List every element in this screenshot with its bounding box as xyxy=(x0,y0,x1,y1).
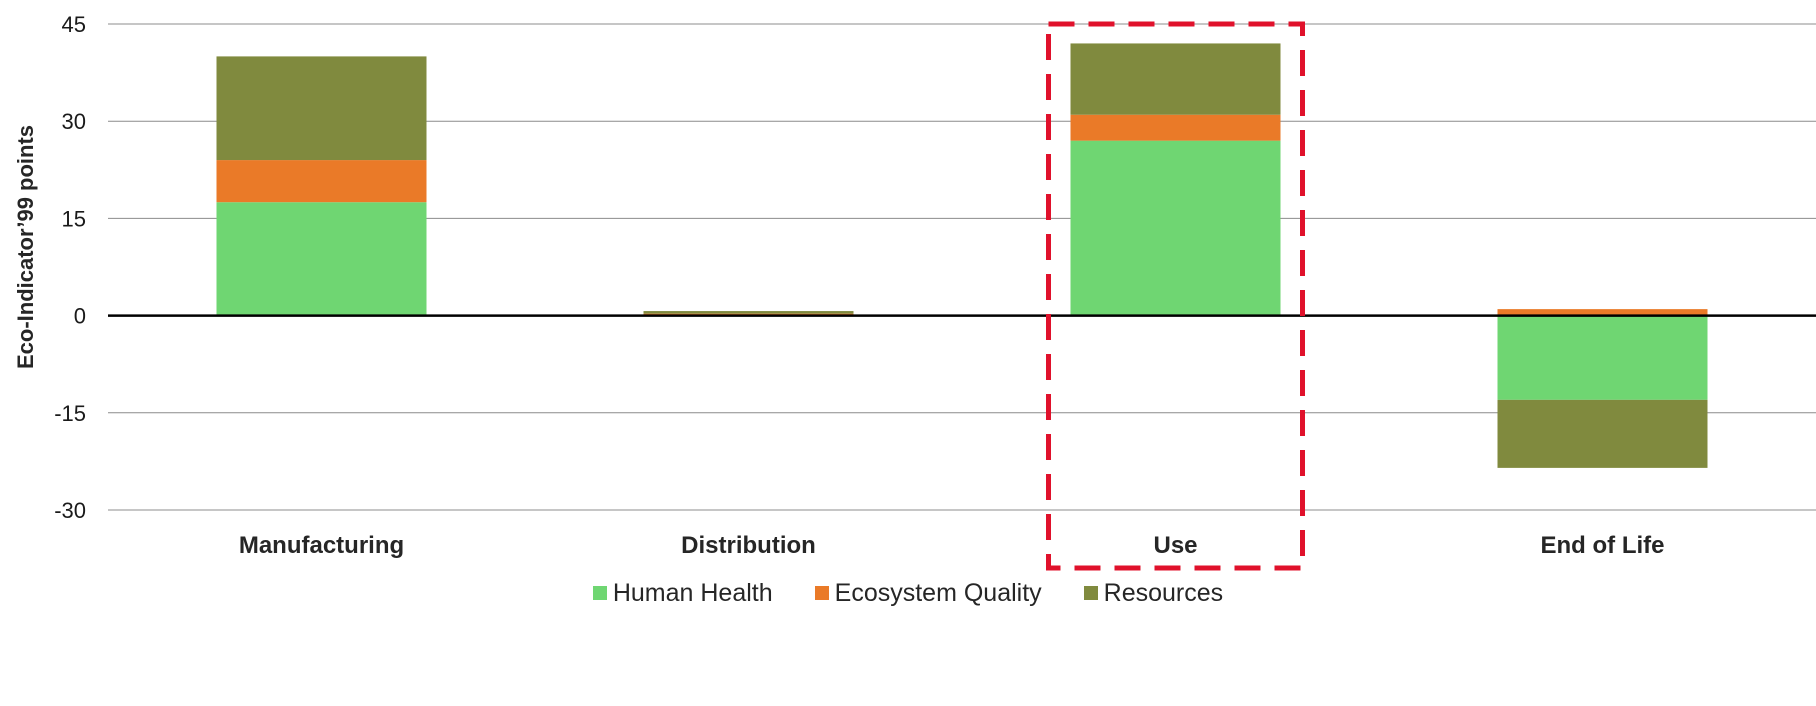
y-tick-label: 15 xyxy=(62,206,86,231)
x-category-label: Manufacturing xyxy=(239,532,404,559)
bar-resources xyxy=(1070,43,1281,115)
bar-human-health xyxy=(216,202,427,316)
x-category-label: Distribution xyxy=(681,532,816,559)
y-tick-label: -30 xyxy=(54,498,86,523)
legend-item: Resources xyxy=(1083,578,1224,608)
legend-label: Human Health xyxy=(612,578,773,607)
legend: Human Health Ecosystem Quality Resources xyxy=(0,578,1816,608)
legend-label: Ecosystem Quality xyxy=(834,578,1042,607)
highlight-box xyxy=(1046,21,1305,571)
y-tick-label: 0 xyxy=(74,304,86,329)
y-axis-label: Eco-Indicator’99 points xyxy=(13,125,38,369)
bar-resources xyxy=(643,311,854,314)
legend-swatch xyxy=(1083,586,1098,600)
bar-human-health xyxy=(1497,315,1708,400)
y-tick-label: 30 xyxy=(62,109,86,134)
legend-label: Resources xyxy=(1103,578,1224,607)
bar-ecosystem-quality xyxy=(216,160,427,203)
legend-item: Ecosystem Quality xyxy=(814,578,1042,608)
x-category-label: Use xyxy=(1153,532,1197,559)
legend-swatch xyxy=(592,586,607,600)
x-axis-categories: Manufacturing Distribution Use End of Life xyxy=(239,532,1665,559)
legend-item: Human Health xyxy=(592,578,773,608)
legend-swatch xyxy=(814,586,829,600)
y-axis-ticks: 45 30 15 0 -15 -30 xyxy=(54,12,86,523)
bars xyxy=(216,43,1708,468)
bar-human-health xyxy=(1070,140,1281,316)
bar-ecosystem-quality xyxy=(1497,309,1708,316)
bar-ecosystem-quality xyxy=(1070,114,1281,141)
y-tick-label: -15 xyxy=(54,401,86,426)
bar-resources xyxy=(216,56,427,161)
y-tick-label: 45 xyxy=(62,12,86,37)
x-category-label: End of Life xyxy=(1541,532,1665,559)
bar-resources xyxy=(1497,399,1708,468)
